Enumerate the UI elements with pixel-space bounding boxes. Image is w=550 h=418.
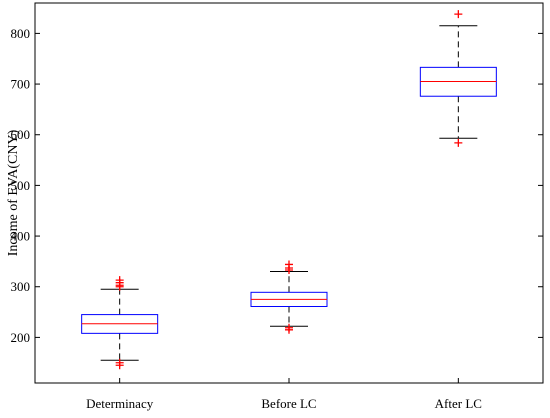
outlier-point bbox=[115, 358, 124, 367]
y-tick-label: 400 bbox=[11, 229, 31, 244]
y-tick-label: 800 bbox=[11, 26, 31, 41]
outlier-point bbox=[285, 260, 293, 269]
outlier-point bbox=[454, 10, 463, 19]
x-tick-label: Determinacy bbox=[86, 396, 154, 411]
box-group bbox=[419, 10, 497, 147]
y-tick-label: 600 bbox=[11, 127, 31, 142]
y-tick-label: 300 bbox=[11, 279, 31, 294]
y-tick-label: 500 bbox=[11, 178, 31, 193]
outlier-point bbox=[454, 138, 463, 147]
x-axis: Determinacy Before LC After LC bbox=[86, 378, 482, 411]
box-group bbox=[81, 276, 159, 370]
y-axis-title: Income of EVA(CNY) bbox=[6, 129, 21, 256]
boxes-layer bbox=[81, 10, 497, 370]
box-group bbox=[250, 260, 328, 334]
y-tick-label: 200 bbox=[11, 330, 31, 345]
outlier-point bbox=[115, 276, 124, 285]
x-tick-label: After LC bbox=[435, 396, 482, 411]
x-tick-label: Before LC bbox=[261, 396, 316, 411]
outlier-point bbox=[285, 323, 293, 332]
y-axis: 200 300 400 500 600 700 800 bbox=[11, 26, 543, 345]
y-tick-label: 700 bbox=[11, 77, 31, 92]
